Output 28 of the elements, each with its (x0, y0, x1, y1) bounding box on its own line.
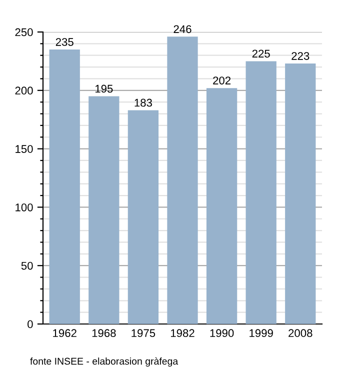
x-tick-label: 1975 (132, 329, 156, 338)
y-tick-label: 200 (15, 86, 33, 95)
data-label: 225 (252, 50, 270, 58)
source-note: fonte INSEE - elaborasion gràfega (30, 357, 178, 367)
y-tick-label: 0 (28, 320, 33, 328)
data-label: 235 (56, 38, 74, 46)
data-label: 202 (213, 76, 231, 84)
x-tick-label: 1982 (170, 329, 194, 338)
x-tick-label: 2008 (288, 329, 312, 338)
bar (246, 61, 276, 324)
y-tick-label: 50 (21, 262, 33, 270)
x-tick-label: 1999 (250, 329, 273, 338)
bar (49, 50, 80, 324)
x-tick-label: 1990 (210, 329, 234, 338)
data-label: 246 (174, 25, 192, 34)
data-label: 223 (292, 52, 310, 60)
y-tick-label: 100 (16, 203, 33, 212)
bar (285, 64, 316, 324)
bar (88, 96, 120, 324)
x-tick-label: 1968 (92, 329, 116, 338)
bar (206, 88, 238, 324)
bar (128, 110, 159, 324)
y-tick-label: 150 (16, 145, 33, 153)
x-tick-label: 1962 (53, 329, 76, 338)
y-tick-label: 250 (15, 28, 33, 36)
data-label: 183 (134, 98, 152, 107)
bar (167, 36, 198, 324)
data-label: 195 (95, 84, 113, 93)
